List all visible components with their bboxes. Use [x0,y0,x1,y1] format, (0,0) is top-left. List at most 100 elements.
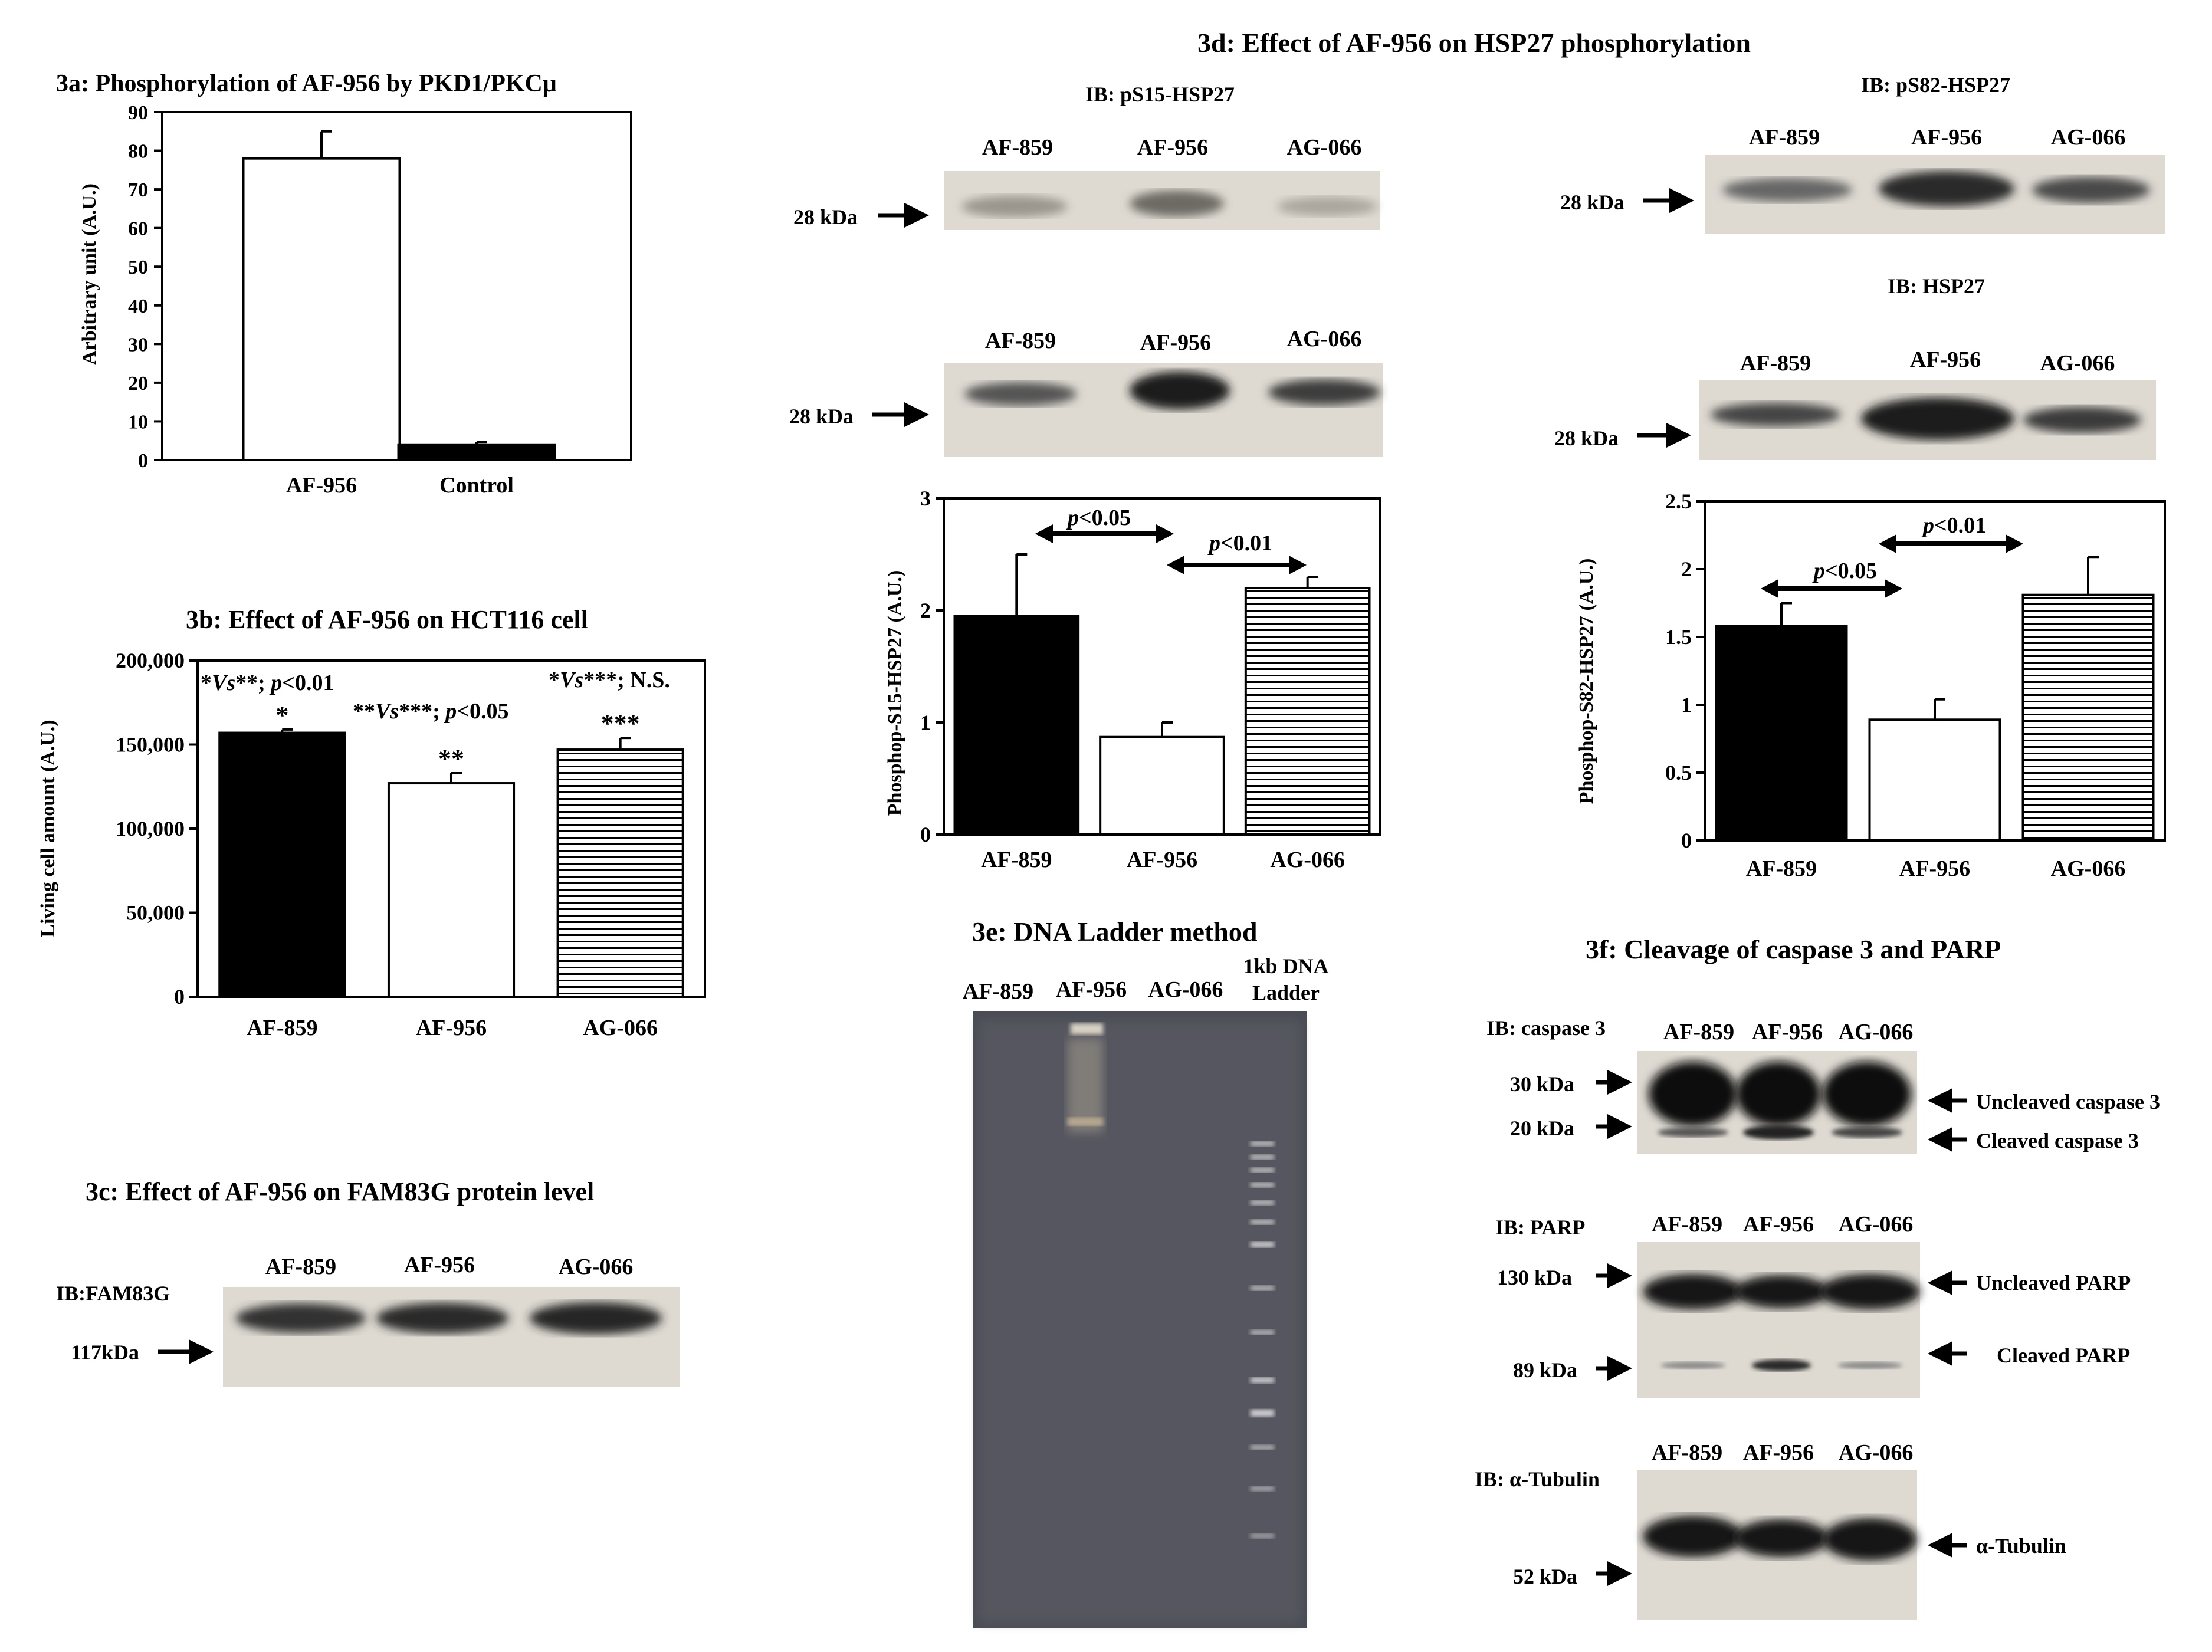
fig3a-bar-2 [397,443,556,461]
hsp27-right-band-3 [2023,407,2141,433]
fig3b-ytick-label: 50,000 [126,901,185,925]
hsp27-right-lane-1: AF-859 [1740,351,1811,376]
ps82-band-3 [2032,177,2150,203]
parp-marker-89: 89 kDa [1513,1358,1577,1382]
ladder-band [1251,1200,1274,1205]
caspase-uncleaved-label: Uncleaved caspase 3 [1976,1090,2160,1114]
fig3b-sig-mark-3: *** [601,709,640,738]
ladder-band [1251,1486,1274,1491]
fig3d-left-bar-1 [953,615,1080,836]
caspase-marker-30: 30 kDa [1510,1072,1574,1096]
fig3d-right-category-2: AF-956 [1899,856,1970,881]
fig3d-right-ytick-label: 1.5 [1665,625,1692,649]
parp-uncleaved-band-3 [1820,1274,1920,1309]
parp-lane-3: AG-066 [1839,1212,1914,1237]
caspase-lane-1: AF-859 [1663,1020,1734,1045]
panel-3c-band-3 [530,1302,662,1334]
tubulin-band-3 [1823,1518,1917,1561]
parp-lane-2: AF-956 [1743,1212,1814,1237]
ladder-band [1251,1242,1274,1247]
fig3d-left-ytick-label: 0 [920,823,931,846]
fig3d-left-sig-arrow-left-head-left [1035,524,1053,543]
fig3a-ytick-label: 80 [128,141,148,163]
parp-marker-130: 130 kDa [1497,1266,1572,1289]
fig3b-bar-3 [556,748,684,999]
ps82-marker: 28 kDa [1560,191,1624,214]
fig3d-left-sig-arrow-right-head-left [1167,556,1184,574]
fig3d-right-ytick-label: 2 [1681,557,1692,581]
fig3d-right-sig-arrow-right-head-right [2006,534,2023,553]
fig3d-left-ytick-label: 3 [920,487,931,510]
parp-blot-membrane [1637,1242,1920,1398]
panel-3d-right-pright: p<0.01 [1921,513,1986,538]
ps15-lane-2: AF-956 [1137,135,1208,160]
ps82-lane-2: AF-956 [1911,125,1982,150]
fig3a-ytick-label: 70 [128,179,148,201]
parp-ib-label: IB: PARP [1495,1216,1585,1239]
panel-3c-marker: 117kDa [71,1341,139,1364]
fig3a-ytick-label: 30 [128,334,148,356]
parp-uncleaved-band-2 [1734,1275,1829,1308]
caspase-cleaved-label: Cleaved caspase 3 [1976,1129,2139,1152]
tubulin-marker-52: 52 kDa [1513,1565,1577,1588]
panel-3c-lane-1: AF-859 [265,1254,336,1279]
panel-3e-well-band [1071,1023,1103,1035]
hsp27-right-lane-2: AF-956 [1910,347,1981,372]
panel-3b-stat3: **Vs***; p<0.05 [353,699,508,724]
panel-3f: 3f: Cleavage of caspase 3 and PARP IB: c… [1475,934,2160,1620]
panel-3c-blot [223,1287,680,1387]
fig3d-right-category-3: AG-066 [2051,856,2126,881]
fig3b-category-3: AG-066 [583,1016,658,1040]
panel-3f-title: 3f: Cleavage of caspase 3 and PARP [1586,934,2001,964]
fig3d-right-ytick-label: 1 [1681,693,1692,717]
tubulin-lane-1: AF-859 [1652,1440,1722,1465]
panel-3d-ib-ps82: IB: pS82-HSP27 [1861,73,2010,97]
hsp27-left-lane-2: AF-956 [1140,330,1211,355]
panel-3c-lane-2: AF-956 [404,1253,475,1277]
hsp27-right-lane-3: AG-066 [2040,351,2115,376]
panel-3b-stat2: *Vs***; N.S. [549,668,670,692]
panel-3d-left-ylabel: Phosphop-S15-HSP27 (A.U.) [884,570,906,816]
fig3b-category-2: AF-956 [416,1016,487,1040]
panel-3e-lane-2: AF-956 [1056,977,1127,1002]
ladder-band [1251,1220,1274,1224]
ps82-band-1 [1722,178,1852,202]
fig3b-category-1: AF-859 [247,1016,317,1040]
ladder-band [1251,1168,1274,1173]
hsp27-left-band-1 [964,382,1077,406]
panel-3e-ladder-line2: Ladder [1252,981,1320,1004]
caspase-cleaved-band-1 [1658,1128,1728,1137]
hsp27-left-band-3 [1268,379,1380,405]
panel-3e-title: 3e: DNA Ladder method [972,917,1258,947]
caspase-ib-label: IB: caspase 3 [1486,1016,1606,1040]
ps15-lane-3: AG-066 [1287,135,1362,160]
fig3d-left-ytick-label: 1 [920,711,931,734]
caspase-cleaved-band-3 [1832,1127,1902,1138]
fig3d-right-bar-2 [1868,718,2001,842]
ps15-band-3 [1277,197,1377,216]
fig3b-bar-2 [387,782,516,999]
panel-3d-left-chart: 0 1 2 3 AF-859 AF-956 AG-066 [920,487,1381,872]
panel-3e-lane-3: AG-066 [1148,977,1223,1002]
fig3d-left-bar-2 [1099,735,1225,836]
parp-cleaved-band-1 [1660,1362,1725,1369]
fig3a-ytick-label: 40 [128,295,148,317]
caspase-uncleaved-band-3 [1823,1062,1911,1126]
hsp27-left-marker: 28 kDa [789,405,854,428]
parp-uncleaved-label: Uncleaved PARP [1976,1271,2131,1295]
tubulin-lane-3: AG-066 [1839,1440,1914,1465]
panel-3b-stat1: *Vs**; p<0.01 [201,671,334,695]
ladder-band [1251,1377,1274,1383]
caspase-cleaved-band-2 [1743,1125,1814,1139]
panel-3e: 3e: DNA Ladder method AF-859 AF-956 AG-0… [963,917,1329,1628]
panel-3c-title: 3c: Effect of AF-956 on FAM83G protein l… [86,1177,594,1206]
panel-3c-lane-3: AG-066 [559,1254,634,1279]
panel-3d-title: 3d: Effect of AF-956 on HSP27 phosphoryl… [1197,28,1751,58]
fig3a-ytick-label: 0 [138,450,148,472]
fig3a-ytick-label: 10 [128,411,148,433]
hsp27-right-marker: 28 kDa [1554,426,1619,450]
fig3b-ytick-label: 150,000 [116,733,185,757]
fig3d-left-ytick-label: 2 [920,599,931,622]
fig3d-left-sig-arrow-left-head-right [1156,524,1174,543]
panel-3e-apoptotic-band [1068,1118,1103,1126]
